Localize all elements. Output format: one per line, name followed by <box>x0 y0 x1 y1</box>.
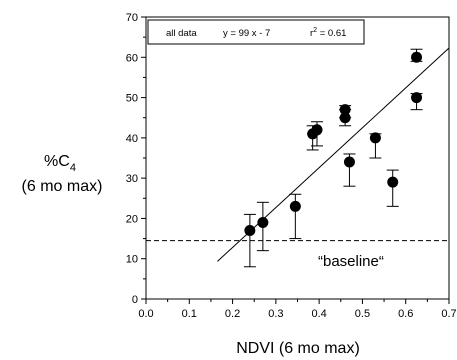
x-tick-label: 0.5 <box>355 308 370 320</box>
data-point <box>411 51 423 63</box>
x-tick-label: 0.7 <box>441 308 456 320</box>
y-tick-label: 50 <box>126 93 138 105</box>
x-tick-label: 0.3 <box>268 308 283 320</box>
data-point <box>289 200 301 212</box>
data-point-group <box>410 48 423 63</box>
y-tick-label: 40 <box>126 133 138 145</box>
legend-equation: y = 99 x - 7 <box>223 28 270 39</box>
y-axis-title-line2: (6 mo max) <box>22 178 103 195</box>
data-point <box>411 92 423 104</box>
x-tick-label: 0.6 <box>398 308 413 320</box>
data-point-group <box>256 201 269 252</box>
fit-line <box>217 47 450 262</box>
x-tick-label: 0.0 <box>138 308 153 320</box>
baseline-label: “baseline“ <box>318 253 384 270</box>
data-point-group <box>386 169 399 207</box>
legend-box <box>147 19 365 45</box>
data-point-group <box>343 153 356 187</box>
x-tick-label: 0.2 <box>225 308 240 320</box>
data-point <box>244 225 256 237</box>
x-tick-label: 0.1 <box>182 308 197 320</box>
data-point <box>339 112 351 124</box>
y-tick-label: 0 <box>132 294 138 306</box>
legend-r2: r2 = 0.61 <box>310 27 346 39</box>
data-point-group <box>410 92 423 111</box>
data-point-group <box>243 213 256 268</box>
x-axis-title: NDVI (6 mo max) <box>236 340 360 357</box>
data-point <box>369 132 381 144</box>
y-tick-label: 30 <box>126 173 138 185</box>
data-point <box>387 176 399 188</box>
plot-frame <box>145 16 450 300</box>
y-tick-label: 20 <box>126 213 138 225</box>
y-axis-title-line1: %C4 <box>44 153 76 174</box>
data-point-group <box>339 109 352 127</box>
y-tick-label: 60 <box>126 52 138 64</box>
data-point-group <box>310 121 323 147</box>
data-point <box>343 156 355 168</box>
y-tick-label: 10 <box>126 254 138 266</box>
x-tick-label: 0.4 <box>311 308 326 320</box>
y-tick-label: 70 <box>126 12 138 24</box>
data-point-group <box>369 132 382 159</box>
data-point-group <box>289 193 302 240</box>
legend-label: all data <box>166 28 197 39</box>
data-point <box>257 216 269 228</box>
data-point <box>311 124 323 136</box>
